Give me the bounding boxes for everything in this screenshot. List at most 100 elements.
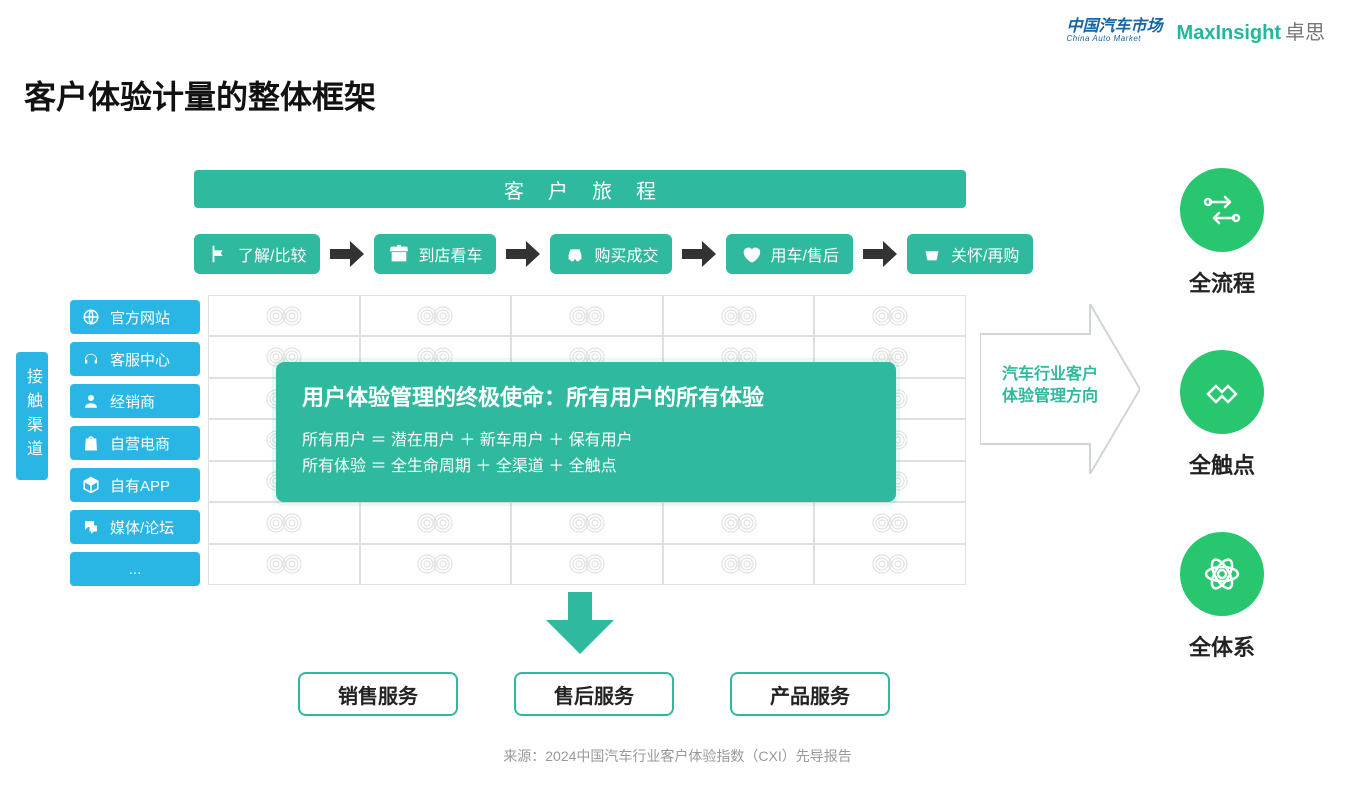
service-box: 产品服务 xyxy=(730,672,890,716)
step-label: 了解/比较 xyxy=(238,242,306,266)
services-row: 销售服务 售后服务 产品服务 xyxy=(298,672,890,716)
channel-label: 经销商 xyxy=(110,391,155,412)
basket-icon xyxy=(921,243,943,265)
service-box: 售后服务 xyxy=(514,672,674,716)
channel-label: 自营电商 xyxy=(110,433,170,454)
header-logos: 中国汽车市场 China Auto Market MaxInsight卓思 xyxy=(1067,16,1325,45)
grid-cell xyxy=(814,502,966,543)
logo-cn-text: 中国汽车市场 xyxy=(1067,19,1163,35)
swirl-icon xyxy=(417,512,453,534)
grid-cell xyxy=(814,295,966,336)
step-label: 关怀/再购 xyxy=(951,242,1019,266)
globe-icon xyxy=(82,308,100,326)
grid-cell xyxy=(663,295,815,336)
person-icon xyxy=(82,392,100,410)
right-item-label: 全触点 xyxy=(1189,448,1255,480)
journey-step: 到店看车 xyxy=(374,234,496,274)
chat-icon xyxy=(82,518,100,536)
swirl-icon xyxy=(266,512,302,534)
swirl-icon xyxy=(721,553,757,575)
swirl-icon xyxy=(417,553,453,575)
process-icon xyxy=(1180,168,1264,252)
journey-header-bar: 客户旅程 xyxy=(194,170,966,208)
right-item: 全流程 xyxy=(1180,168,1264,298)
vertical-tab-channels: 接触渠道 xyxy=(16,352,48,480)
down-arrow-icon xyxy=(546,592,614,654)
channel-label: ... xyxy=(129,561,142,578)
channel-chip: ... xyxy=(70,552,200,586)
journey-steps-row: 了解/比较 到店看车 购买成交 用车/售后 关怀/再购 xyxy=(194,234,1033,274)
big-arrow-label-l2: 体验管理方向 xyxy=(1002,388,1098,405)
channel-chip: 自营电商 xyxy=(70,426,200,460)
channel-chip: 官方网站 xyxy=(70,300,200,334)
channels-column: 官方网站客服中心经销商自营电商自有APP 媒体/论坛... xyxy=(70,300,200,586)
step-label: 购买成交 xyxy=(594,242,658,266)
step-label: 用车/售后 xyxy=(770,242,838,266)
center-mission-box: 用户体验管理的终极使命：所有用户的所有体验 所有用户 ＝ 潜在用户 ＋ 新车用户… xyxy=(276,362,896,502)
channel-chip: 客服中心 xyxy=(70,342,200,376)
swirl-icon xyxy=(721,305,757,327)
big-arrow-label-l1: 汽车行业客户 xyxy=(1002,366,1098,383)
center-line2: 所有体验 ＝ 全生命周期 ＋ 全渠道 ＋ 全触点 xyxy=(302,454,870,480)
channel-label: 媒体/论坛 xyxy=(110,517,174,538)
shopping-bag-icon xyxy=(82,434,100,452)
channel-label: 客服中心 xyxy=(110,349,170,370)
arrow-right-icon xyxy=(863,241,897,267)
grid-cell xyxy=(208,295,360,336)
journey-step: 了解/比较 xyxy=(194,234,320,274)
arrow-right-icon xyxy=(506,241,540,267)
cube-icon xyxy=(82,476,100,494)
swirl-icon xyxy=(721,512,757,534)
right-circles-column: 全流程全触点全体系 xyxy=(1180,168,1264,662)
system-icon xyxy=(1180,532,1264,616)
car-icon xyxy=(564,243,586,265)
journey-step: 用车/售后 xyxy=(726,234,852,274)
source-text: 来源：2024中国汽车行业客户体验指数（CXI）先导报告 xyxy=(0,746,1355,766)
handshake-icon xyxy=(740,243,762,265)
page-title: 客户体验计量的整体框架 xyxy=(24,72,376,118)
logo-china-auto-market: 中国汽车市场 China Auto Market xyxy=(1067,19,1163,43)
swirl-icon xyxy=(569,512,605,534)
center-line1: 所有用户 ＝ 潜在用户 ＋ 新车用户 ＋ 保有用户 xyxy=(302,428,870,454)
center-title: 用户体验管理的终极使命：所有用户的所有体验 xyxy=(302,380,870,412)
logo-cn-sub: China Auto Market xyxy=(1067,35,1163,43)
logo-maxinsight: MaxInsight卓思 xyxy=(1177,16,1325,45)
channel-chip: 媒体/论坛 xyxy=(70,510,200,544)
swirl-icon xyxy=(569,553,605,575)
arrow-right-icon xyxy=(330,241,364,267)
logo-mi-zh: 卓思 xyxy=(1285,22,1325,44)
swirl-icon xyxy=(266,305,302,327)
logo-mi-suffix: ght xyxy=(1250,22,1281,44)
grid-cell xyxy=(663,544,815,585)
grid-cell xyxy=(208,544,360,585)
right-item: 全体系 xyxy=(1180,532,1264,662)
grid-cell xyxy=(663,502,815,543)
swirl-icon xyxy=(569,305,605,327)
channel-chip: 自有APP xyxy=(70,468,200,502)
grid-cell xyxy=(360,295,512,336)
swirl-icon xyxy=(872,512,908,534)
right-item-label: 全流程 xyxy=(1189,266,1255,298)
channel-label: 官方网站 xyxy=(110,307,170,328)
step-label: 到店看车 xyxy=(418,242,482,266)
swirl-icon xyxy=(872,305,908,327)
grid-cell xyxy=(814,544,966,585)
channel-chip: 经销商 xyxy=(70,384,200,418)
swirl-icon xyxy=(266,553,302,575)
grid-cell xyxy=(360,544,512,585)
grid-cell xyxy=(511,502,663,543)
grid-cell xyxy=(208,502,360,543)
grid-cell xyxy=(511,544,663,585)
grid-cell xyxy=(511,295,663,336)
service-box: 销售服务 xyxy=(298,672,458,716)
journey-bar-label: 客户旅程 xyxy=(504,175,680,204)
right-item-label: 全体系 xyxy=(1189,630,1255,662)
journey-step: 购买成交 xyxy=(550,234,672,274)
store-icon xyxy=(388,243,410,265)
swirl-icon xyxy=(872,553,908,575)
swirl-icon xyxy=(417,305,453,327)
logo-mi-mid: Insi xyxy=(1215,22,1249,44)
flag-icon xyxy=(208,243,230,265)
right-item: 全触点 xyxy=(1180,350,1264,480)
arrow-right-icon xyxy=(682,241,716,267)
